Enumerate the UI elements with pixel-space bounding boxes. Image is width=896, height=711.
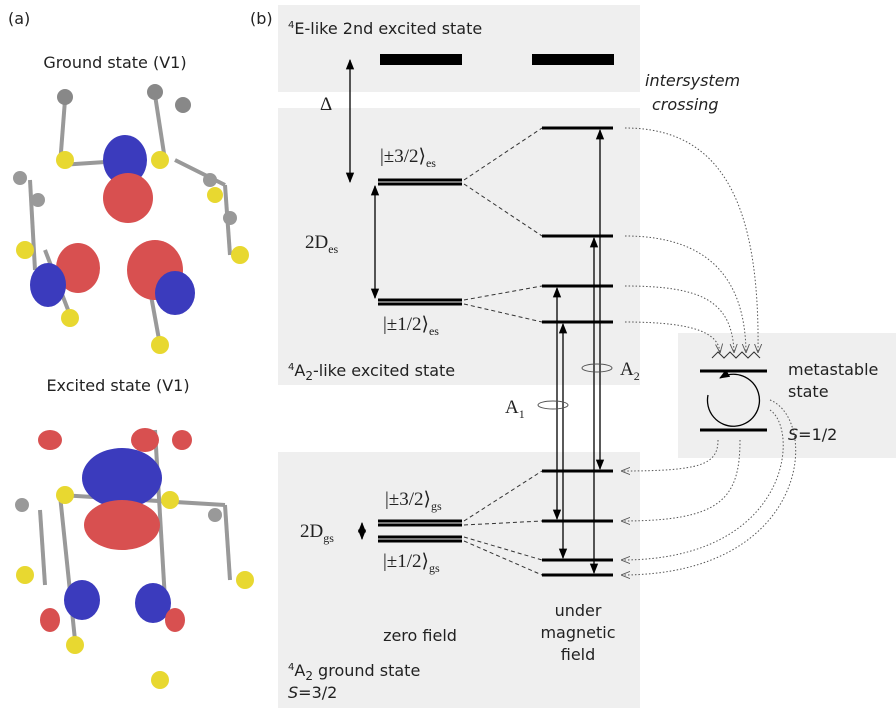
text-part: |±3/2⟩ — [385, 489, 431, 510]
text-part: state — [788, 382, 829, 401]
text-part: A — [620, 359, 634, 380]
text-part: crossing — [652, 95, 719, 114]
excited-title: Excited state (V1) — [46, 376, 189, 395]
text-part: =1/2 — [798, 425, 837, 444]
text-part: field — [561, 645, 596, 664]
text-part: gs — [431, 499, 442, 513]
panel-label: (a) — [8, 9, 30, 28]
text-part: es — [328, 242, 338, 256]
s-half: S=1/2 — [788, 425, 837, 444]
text-part: |±3/2⟩ — [380, 146, 426, 167]
text-part: |±1/2⟩ — [383, 551, 429, 572]
text-part: 2D — [300, 521, 323, 542]
panel-label: (b) — [250, 9, 273, 28]
s-three-half: S=3/2 — [288, 683, 337, 702]
text-part: S — [788, 425, 798, 444]
text-part: =3/2 — [298, 683, 337, 702]
text-part: metastable — [788, 360, 878, 379]
delta: Δ — [320, 94, 332, 115]
text-part: 2 — [305, 369, 313, 383]
text-part: |±1/2⟩ — [383, 314, 429, 335]
text-part: A — [505, 397, 519, 418]
text-part: es — [429, 324, 439, 338]
box — [678, 333, 896, 458]
text-part: intersystem — [645, 71, 740, 90]
ground-title: Ground state (V1) — [43, 53, 186, 72]
molecule-excited — [15, 428, 254, 689]
text-part: S — [288, 683, 298, 702]
box-label: 4A2-like excited state — [288, 361, 455, 383]
text-part: 2 — [634, 369, 640, 383]
text-part: gs — [429, 561, 440, 575]
text-part: 1 — [519, 407, 525, 421]
text-part: gs — [323, 531, 334, 545]
a1: A1 — [505, 397, 525, 421]
text-part: 2 — [305, 669, 313, 683]
text-part: E-like 2nd excited state — [294, 19, 482, 38]
text-part: ground state — [313, 661, 420, 680]
molecule-ground — [13, 84, 249, 354]
text-part: es — [426, 156, 436, 170]
text-part: magnetic — [540, 623, 615, 642]
zero-field: zero field — [383, 626, 457, 645]
figure: (a) Ground state (V1) Excited state (V1)… — [0, 0, 896, 711]
isc: intersystem crossing — [645, 71, 740, 114]
text-part: A — [294, 661, 305, 680]
text-part: -like excited state — [313, 361, 455, 380]
text-part: under — [555, 601, 602, 620]
text-part: 2D — [305, 232, 328, 253]
box-label: 4E-like 2nd excited state — [288, 19, 482, 38]
text-part: A — [294, 361, 305, 380]
